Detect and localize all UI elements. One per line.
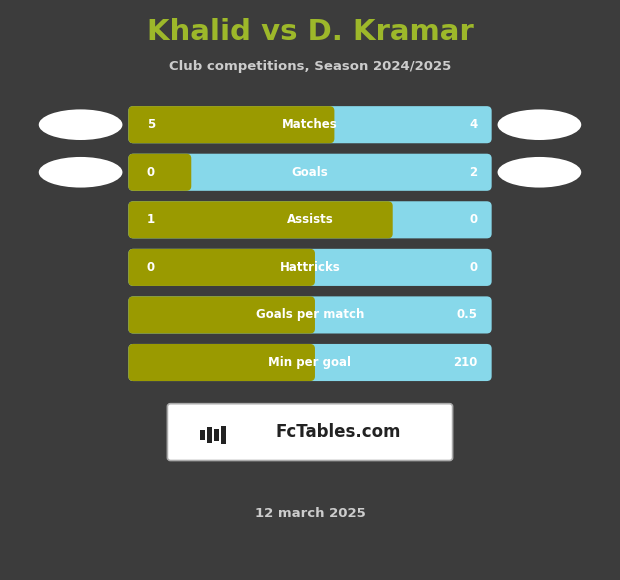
Text: 4: 4 [469,118,477,131]
Text: 5: 5 [147,118,155,131]
Ellipse shape [497,157,582,187]
FancyBboxPatch shape [200,430,205,440]
Text: 0: 0 [469,213,477,226]
Text: Club competitions, Season 2024/2025: Club competitions, Season 2024/2025 [169,60,451,73]
Text: 1: 1 [147,213,155,226]
Text: 210: 210 [453,356,477,369]
Text: FcTables.com: FcTables.com [276,423,401,441]
Text: Assists: Assists [286,213,334,226]
Ellipse shape [39,110,123,140]
FancyBboxPatch shape [128,106,334,143]
FancyBboxPatch shape [128,249,492,286]
Text: 0: 0 [469,261,477,274]
FancyBboxPatch shape [128,296,315,333]
Text: 2: 2 [469,166,477,179]
FancyBboxPatch shape [167,404,453,461]
FancyBboxPatch shape [207,427,212,443]
FancyBboxPatch shape [128,201,392,238]
FancyBboxPatch shape [128,106,492,143]
FancyBboxPatch shape [128,296,492,333]
FancyBboxPatch shape [128,249,315,286]
Ellipse shape [497,110,582,140]
Text: Matches: Matches [282,118,338,131]
Text: Goals: Goals [291,166,329,179]
Text: 0.5: 0.5 [456,309,477,321]
FancyBboxPatch shape [214,429,219,441]
Text: 0: 0 [147,261,155,274]
Ellipse shape [39,157,123,187]
Text: 0: 0 [147,166,155,179]
Text: Goals per match: Goals per match [256,309,364,321]
FancyBboxPatch shape [128,344,492,381]
Text: Hattricks: Hattricks [280,261,340,274]
Text: 12 march 2025: 12 march 2025 [255,507,365,520]
FancyBboxPatch shape [128,154,492,191]
Text: Min per goal: Min per goal [268,356,352,369]
FancyBboxPatch shape [221,426,226,444]
FancyBboxPatch shape [128,154,191,191]
FancyBboxPatch shape [128,344,315,381]
FancyBboxPatch shape [128,201,492,238]
Text: Khalid vs D. Kramar: Khalid vs D. Kramar [146,18,474,46]
